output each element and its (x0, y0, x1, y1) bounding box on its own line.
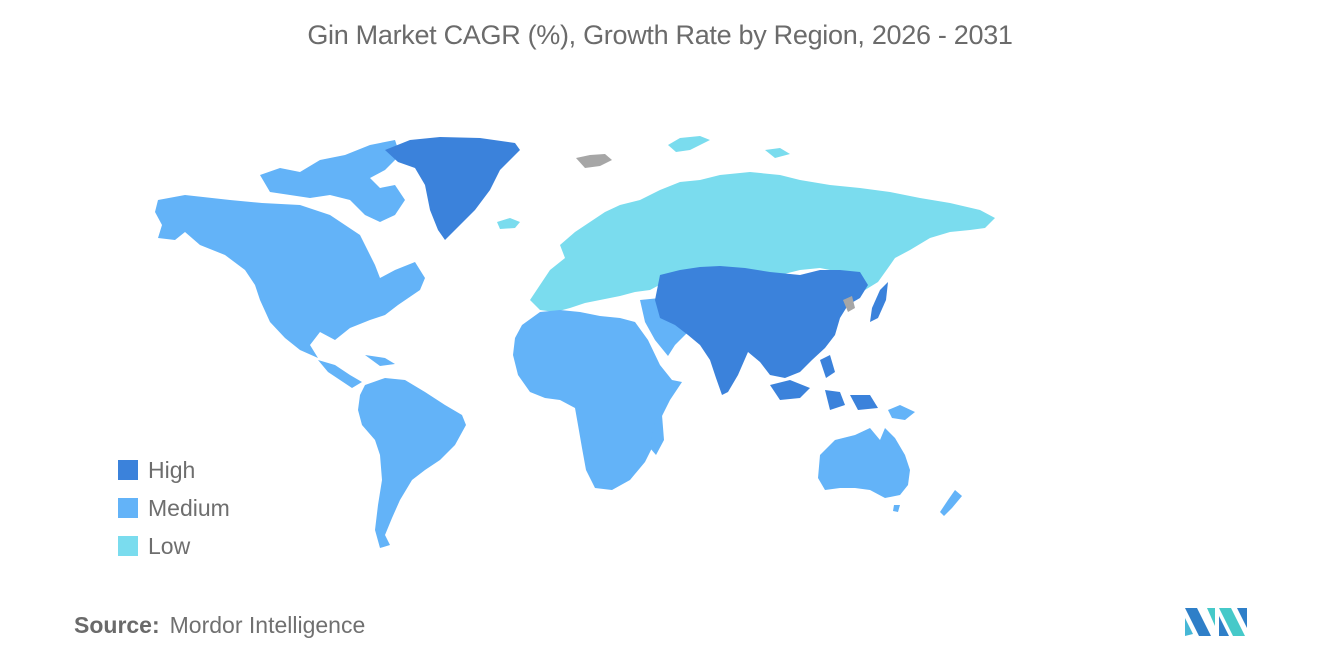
region-oceania (818, 405, 962, 516)
legend: High Medium Low (118, 451, 230, 565)
region-greenland (385, 137, 520, 240)
region-no-data-svalbard (576, 154, 612, 168)
swatch-high (118, 460, 138, 480)
legend-item-medium: Medium (118, 489, 230, 527)
region-africa-middle-east (513, 298, 695, 490)
legend-label: Medium (148, 494, 230, 521)
source-label: Source: (74, 612, 160, 638)
region-south-america (358, 378, 466, 548)
chart-title: Gin Market CAGR (%), Growth Rate by Regi… (307, 20, 1013, 50)
swatch-low (118, 536, 138, 556)
legend-item-low: Low (118, 527, 230, 565)
swatch-medium (118, 498, 138, 518)
source-value: Mordor Intelligence (169, 612, 366, 638)
region-no-data-korea (843, 296, 855, 312)
region-europe-russia (530, 136, 995, 312)
region-iceland (497, 218, 520, 229)
legend-label: High (148, 456, 196, 483)
region-north-america (155, 140, 425, 388)
source-note: Source: Mordor Intelligence (74, 612, 365, 639)
legend-label: Low (148, 532, 191, 559)
region-asia-high (655, 266, 888, 410)
legend-item-high: High (118, 451, 230, 489)
mordor-logo-icon (1185, 608, 1247, 636)
